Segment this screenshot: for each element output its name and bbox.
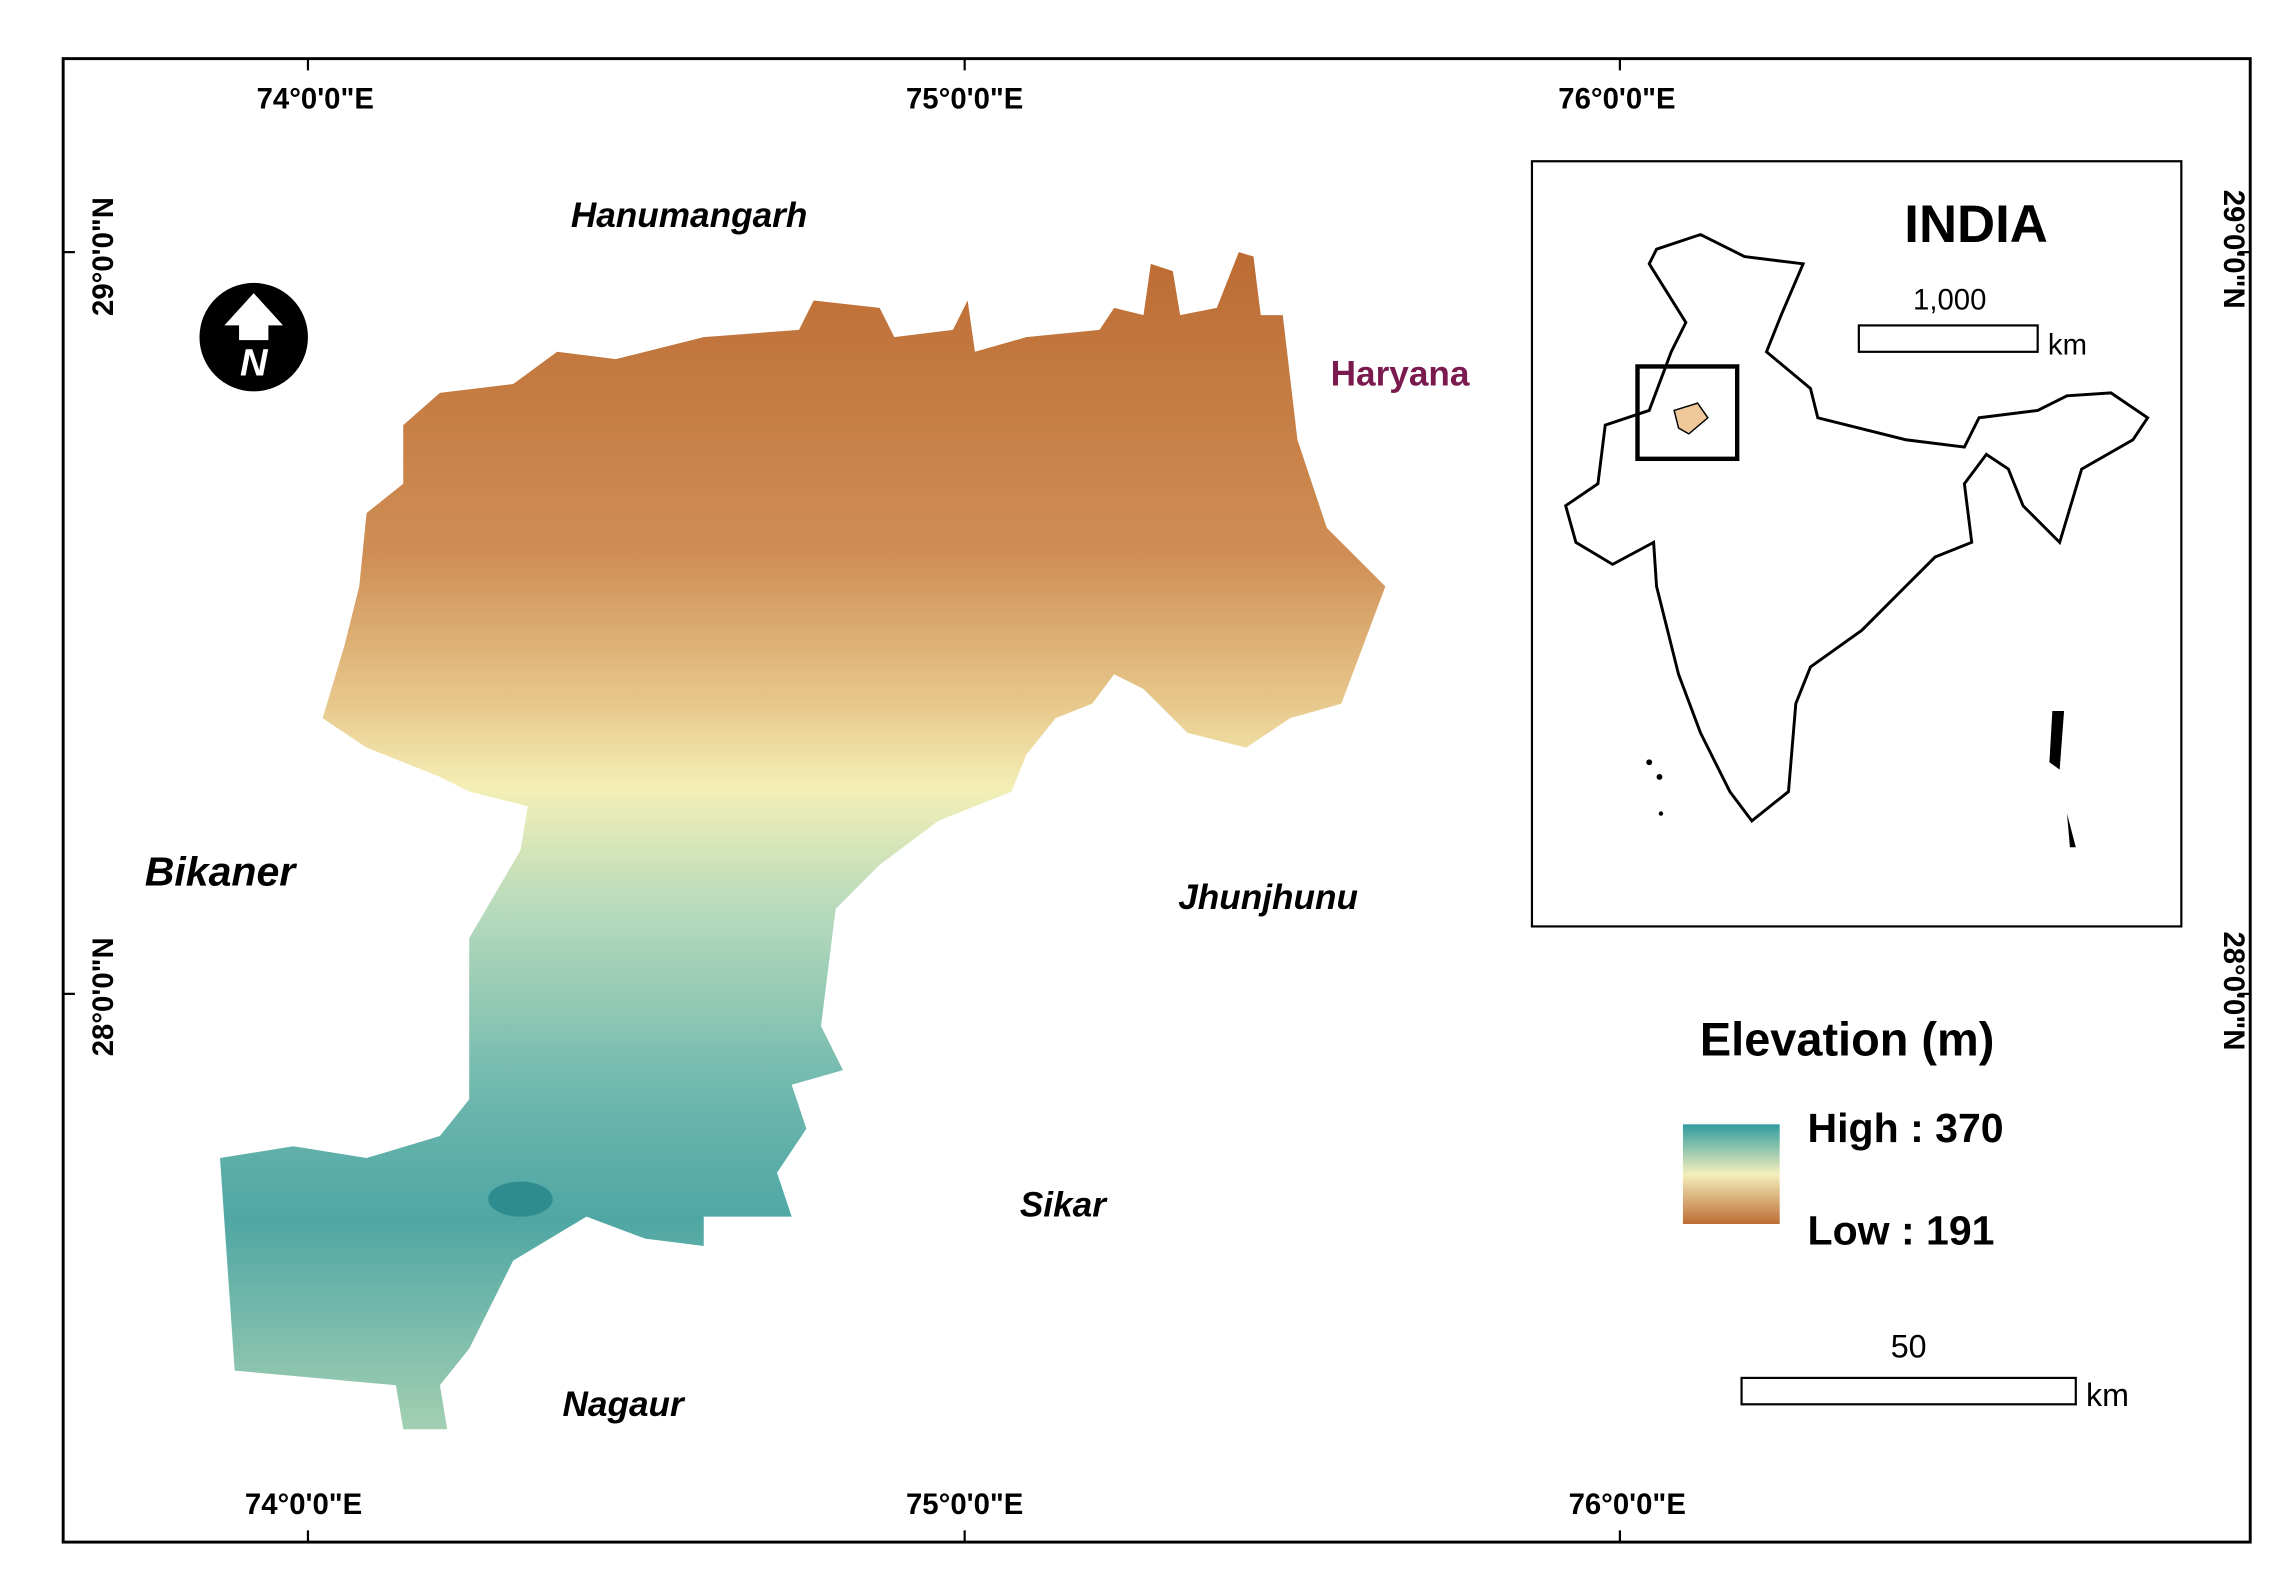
graticule-ticks xyxy=(63,58,2251,1543)
graticule-label: 29°0'0"N xyxy=(2217,190,2250,309)
map-frame xyxy=(61,57,2252,1544)
district-elevation xyxy=(220,252,1386,1430)
north-label: N xyxy=(240,342,269,384)
graticule-label: 76°0'0"E xyxy=(1569,1488,1686,1521)
north-arrow: N xyxy=(199,282,308,392)
legend-title: Elevation (m) xyxy=(1700,1013,1994,1065)
inset-scale-value: 1,000 xyxy=(1913,283,1986,316)
place-label: Haryana xyxy=(1331,355,1470,394)
place-label: Hanumangarh xyxy=(571,196,807,235)
inset-scale-unit: km xyxy=(2048,329,2087,362)
inset-map: INDIA 1,000 km xyxy=(1530,160,2183,928)
inset-title: INDIA xyxy=(1904,195,2048,254)
graticule-label: 74°0'0"E xyxy=(257,82,374,115)
place-label: Nagaur xyxy=(563,1385,686,1424)
legend: Elevation (m) High : 370 Low : 191 xyxy=(1682,1013,2004,1254)
place-label: Bikaner xyxy=(145,848,298,894)
scale-bar: 50 km xyxy=(1740,1328,2129,1413)
place-label: Sikar xyxy=(1020,1186,1108,1225)
legend-high: High : 370 xyxy=(1808,1105,2004,1151)
scale-unit: km xyxy=(2086,1377,2129,1413)
graticule-label: 28°0'0"N xyxy=(2217,931,2250,1050)
legend-low: Low : 191 xyxy=(1808,1208,1995,1254)
place-label: Jhunjhunu xyxy=(1178,878,1358,917)
graticule-label: 28°0'0"N xyxy=(87,937,120,1056)
graticule-label: 76°0'0"E xyxy=(1558,82,1675,115)
legend-ramp xyxy=(1682,1124,1780,1224)
scale-value: 50 xyxy=(1891,1328,1927,1364)
graticule-label: 74°0'0"E xyxy=(245,1488,362,1521)
graticule-label: 29°0'0"N xyxy=(87,197,120,316)
graticule-label: 75°0'0"E xyxy=(906,1488,1023,1521)
elevation-peak xyxy=(488,1181,553,1217)
graticule-label: 75°0'0"E xyxy=(906,82,1023,115)
